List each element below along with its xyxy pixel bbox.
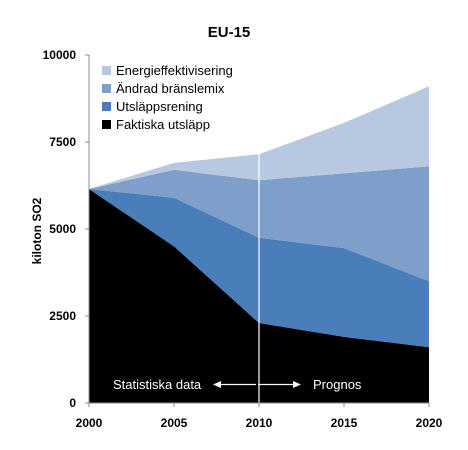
arrow-right-head (293, 381, 301, 388)
area-series-1 (89, 189, 429, 403)
legend-swatch (102, 102, 111, 111)
area-series-4 (89, 86, 429, 189)
x-tick-label: 2020 (416, 416, 443, 430)
x-tick-labels: 2000 2005 2010 2015 2020 (76, 403, 443, 430)
x-tick-label: 2005 (161, 416, 188, 430)
statistics-label: Statistiska data (113, 377, 202, 392)
y-tick-label: 2500 (49, 309, 76, 323)
x-tick-label: 2010 (246, 416, 273, 430)
legend-swatch (102, 66, 111, 75)
legend-swatch (102, 84, 111, 93)
y-axis-label: kiloton SO2 (30, 197, 44, 264)
y-tick-label: 7500 (49, 135, 76, 149)
legend-label: Ändrad bränslemix (116, 81, 225, 96)
legend-label: Faktiska utsläpp (116, 117, 210, 132)
period-annotation: Statistiska data Prognos (113, 377, 362, 392)
chart-title: EU-15 (208, 24, 251, 41)
y-tick-label: 0 (69, 396, 76, 410)
legend: Energieffektivisering Ändrad bränslemix Ut… (102, 63, 233, 132)
legend-label: Energieffektivisering (116, 63, 233, 78)
legend-swatch (102, 120, 111, 129)
forecast-label: Prognos (313, 377, 362, 392)
y-tick-labels: 0 2500 5000 7500 10000 (43, 48, 89, 410)
x-tick-label: 2000 (76, 416, 103, 430)
y-tick-label: 5000 (49, 222, 76, 236)
x-tick-label: 2015 (331, 416, 358, 430)
y-tick-label: 10000 (43, 48, 77, 62)
arrow-left-head (213, 381, 221, 388)
legend-label: Utsläppsrening (116, 99, 203, 114)
